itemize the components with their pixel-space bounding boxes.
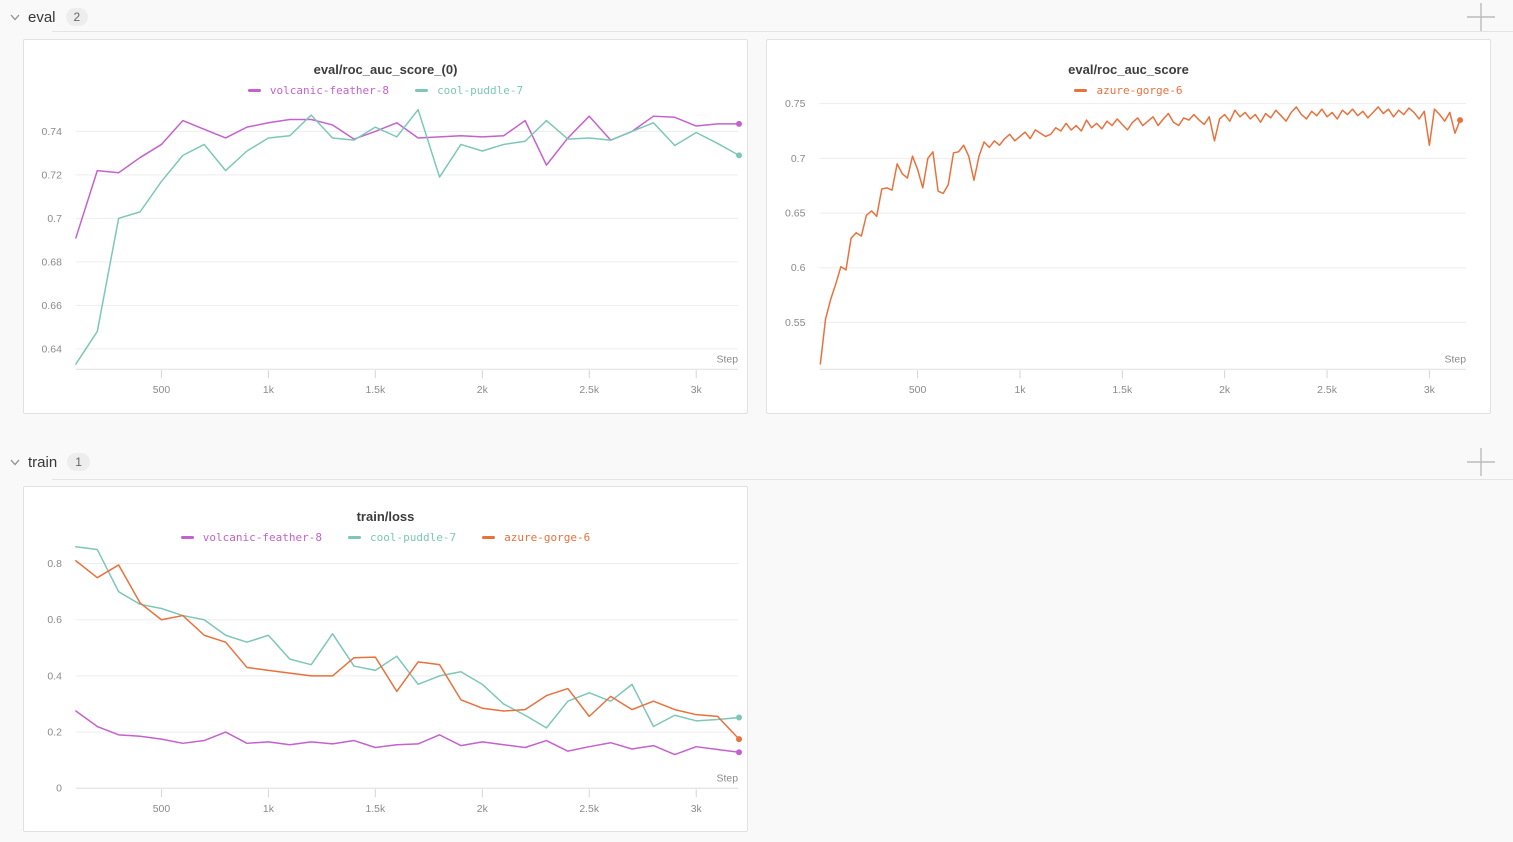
y-tick-label: 0.75 xyxy=(785,99,806,110)
chart-canvas: 0.75 0.7 0.65 0.6 0.55 500 1k 1.5k 2k 2.5k 3k Step xyxy=(767,40,1490,413)
series-line-volcanic-feather-8 xyxy=(76,711,739,755)
x-axis-title: Step xyxy=(717,354,739,365)
x-tick-label: 2.5k xyxy=(579,804,600,815)
chart-canvas: 0.74 0.72 0.7 0.68 0.66 0.64 500 1k 1.5k 2k 2.5k 3k… xyxy=(24,40,747,413)
y-tick-label: 0.74 xyxy=(42,127,63,138)
section-count-badge: 1 xyxy=(67,453,90,471)
section-title-train: train xyxy=(28,454,57,471)
y-tick-label: 0.4 xyxy=(47,671,62,682)
y-tick-label: 0.7 xyxy=(47,214,62,225)
x-tick-label: 1k xyxy=(263,385,275,396)
chevron-down-icon[interactable] xyxy=(8,455,22,469)
section-header-train: train 1 xyxy=(8,450,90,474)
x-tick-label: 500 xyxy=(153,385,171,396)
x-tick-label: 500 xyxy=(153,804,171,815)
series-line-cool-puddle-7 xyxy=(76,110,739,364)
y-tick-label: 0.7 xyxy=(791,154,806,165)
y-tick-label: 0.72 xyxy=(42,170,63,181)
y-tick-label: 0.66 xyxy=(42,301,63,312)
series-line-volcanic-feather-8 xyxy=(76,116,739,238)
x-tick-label: 2.5k xyxy=(1317,385,1338,396)
wandb-workspace: { "theme": { "page_bg": "#f9f9f9", "card… xyxy=(0,0,1513,842)
y-tick-label: 0.64 xyxy=(42,344,63,355)
x-axis-title: Step xyxy=(717,773,739,784)
y-tick-label: 0.2 xyxy=(47,728,62,739)
series-end-dot xyxy=(736,121,742,127)
x-tick-label: 1k xyxy=(1014,385,1026,396)
series-line-cool-puddle-7 xyxy=(76,547,739,728)
x-tick-label: 3k xyxy=(691,385,703,396)
panel-eval-roc-auc-score-0[interactable]: eval/roc_auc_score_(0) volcanic-feather-… xyxy=(23,39,748,414)
x-tick-label: 1.5k xyxy=(365,385,386,396)
x-tick-label: 2.5k xyxy=(579,385,600,396)
section-title-eval: eval xyxy=(28,9,56,26)
x-tick-label: 1k xyxy=(263,804,275,815)
series-end-dot xyxy=(736,736,742,742)
x-tick-label: 2k xyxy=(477,804,489,815)
series-end-dot xyxy=(736,152,742,158)
series-line-azure-gorge-6 xyxy=(76,561,739,739)
section-divider xyxy=(52,31,1513,32)
x-tick-label: 1.5k xyxy=(365,804,386,815)
series-end-dot xyxy=(736,749,742,755)
x-tick-label: 2k xyxy=(1219,385,1231,396)
y-tick-label: 0.6 xyxy=(47,615,62,626)
y-tick-label: 0.6 xyxy=(791,263,806,274)
section-divider xyxy=(52,479,1513,480)
y-tick-label: 0.8 xyxy=(47,559,62,570)
chart-canvas: 0.8 0.6 0.4 0.2 0 500 1k 1.5k 2k 2.5k 3k Step xyxy=(24,487,747,831)
chevron-down-icon[interactable] xyxy=(8,10,22,24)
x-tick-label: 1.5k xyxy=(1112,385,1133,396)
panel-train-loss[interactable]: train/loss volcanic-feather-8cool-puddle… xyxy=(23,486,748,832)
x-tick-label: 3k xyxy=(1424,385,1436,396)
y-tick-label: 0.55 xyxy=(785,318,806,329)
add-panel-button[interactable] xyxy=(1466,2,1496,32)
section-header-eval: eval 2 xyxy=(8,5,88,29)
series-end-dot xyxy=(1457,117,1463,123)
y-tick-label: 0 xyxy=(56,784,62,795)
section-count-badge: 2 xyxy=(66,8,89,26)
add-panel-button[interactable] xyxy=(1466,447,1496,477)
x-tick-label: 500 xyxy=(909,385,927,396)
x-axis-title: Step xyxy=(1445,354,1467,365)
y-tick-label: 0.65 xyxy=(785,209,806,220)
series-end-dot xyxy=(736,714,742,720)
series-line-azure-gorge-6 xyxy=(820,107,1460,364)
panel-eval-roc-auc-score[interactable]: eval/roc_auc_score azure-gorge-6 0.750.7… xyxy=(766,39,1491,414)
y-tick-label: 0.68 xyxy=(42,257,63,268)
x-tick-label: 3k xyxy=(691,804,703,815)
x-tick-label: 2k xyxy=(477,385,489,396)
